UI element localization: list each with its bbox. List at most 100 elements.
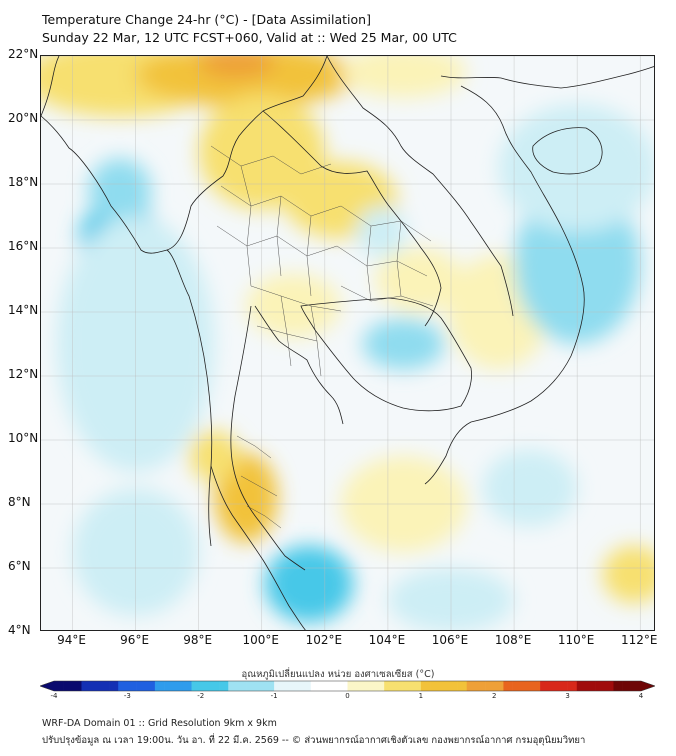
field-patch-2 [135,56,357,108]
colorbar-segment [145,681,156,691]
colorbar-segment [530,681,541,691]
border-laos-vietnam [326,56,514,317]
colorbar-segment [228,681,238,691]
colorbar-segment [173,681,183,691]
colorbar-segment [549,681,559,691]
colorbar-segment [255,681,266,691]
colorbar-segment [558,681,568,691]
lat-label: 10°N [8,431,39,445]
colorbar-segment [292,681,302,691]
field-patch-21 [602,545,654,604]
coastline-malay-peninsula [210,465,306,630]
colorbar-segment [90,681,101,691]
graticule [41,56,654,630]
colorbar-tick-label: 3 [565,692,570,700]
lon-label: 102°E [305,633,343,647]
field-patch-7 [246,273,341,338]
lon-label: 94°E [57,633,86,647]
coastline-thai-peninsula [230,305,306,571]
colorbar-segment [136,681,147,691]
colorbar-segment [356,681,367,691]
colorbar-segment [576,681,587,691]
field-patch-4 [340,56,467,98]
coastline-vietnam-east [424,85,585,485]
colorbar-segment [430,681,440,691]
lon-label: 112°E [620,633,658,647]
colorbar-segment [521,681,532,691]
colorbar-tick-label: 1 [418,692,424,700]
lon-label: 98°E [183,633,213,647]
lat-label: 12°N [8,367,39,381]
colorbar-tick-label: 0 [345,692,350,700]
province-lines-north [210,145,342,297]
colorbar-segment [411,681,422,691]
colorbar-segment [237,681,247,691]
colorbar-tick-label: -4 [50,692,58,700]
colorbar-tick-label: 4 [638,692,644,700]
field-patch-19 [264,545,354,623]
coastline-china-south [440,66,654,89]
colorbar-segment [81,681,91,691]
province-lines-south [236,435,282,529]
colorbar-segment [164,681,174,691]
field-patch-23 [482,449,578,527]
temperature-change-map [40,55,655,631]
colorbar-segment [54,681,64,691]
lat-label: 16°N [8,239,39,253]
field-patch-14 [498,104,654,232]
colorbar-extend-high [641,681,655,691]
colorbar-segment [63,681,73,691]
lon-label: 104°E [368,633,406,647]
colorbar-segment [264,681,275,691]
colorbar-segment [384,681,394,691]
colorbar-segment [274,681,284,691]
colorbar-segment [375,681,385,691]
colorbar-segment [72,681,82,691]
colorbar-segment [567,681,578,691]
temperature-field [41,56,654,630]
lon-label: 106°E [431,633,469,647]
colorbar-segment [109,681,119,691]
colorbar-segment [200,681,211,691]
colorbar-segment [475,681,486,691]
colorbar-segment [118,681,128,691]
lat-label: 20°N [8,111,39,125]
lon-label: 108°E [494,633,532,647]
colorbar-tick-label: -2 [197,692,205,700]
province-borders [210,145,434,529]
country-borders [41,56,654,630]
colorbar-segment [310,681,321,691]
colorbar-segment [246,681,257,691]
colorbar [40,680,655,692]
colorbar-segment [319,681,330,691]
colorbar-segment [585,681,596,691]
footer-model-info: WRF-DA Domain 01 :: Grid Resolution 9km … [42,718,277,729]
province-lines-northeast [336,205,434,307]
lat-label: 18°N [8,175,39,189]
coastline-myanmar-west [41,115,213,547]
colorbar-segment [127,681,137,691]
colorbar-segment [420,681,431,691]
colorbar-segment [154,681,165,691]
colorbar-segment [494,681,504,691]
colorbar-segment [99,681,110,691]
lat-label: 14°N [8,303,39,317]
coastline-bay-of-bengal [41,56,60,117]
field-patch-15 [362,318,445,370]
colorbar-segment [402,681,413,691]
colorbar-segment [595,681,605,691]
map-title: Temperature Change 24-hr (°C) - [Data As… [42,12,371,27]
colorbar-segment [613,681,623,691]
colorbar-segment [604,681,614,691]
colorbar-extend-low [40,681,54,691]
coastline-hainan [532,127,603,175]
colorbar-segment [301,681,312,691]
colorbar-segment [457,681,468,691]
colorbar-segment [338,681,348,691]
colorbar-segment [209,681,220,691]
colorbar-tick-label: 2 [492,692,497,700]
colorbar-tick-label: -3 [123,692,131,700]
lon-label: 100°E [242,633,280,647]
colorbar-segment [512,681,523,691]
lon-label: 110°E [557,633,595,647]
